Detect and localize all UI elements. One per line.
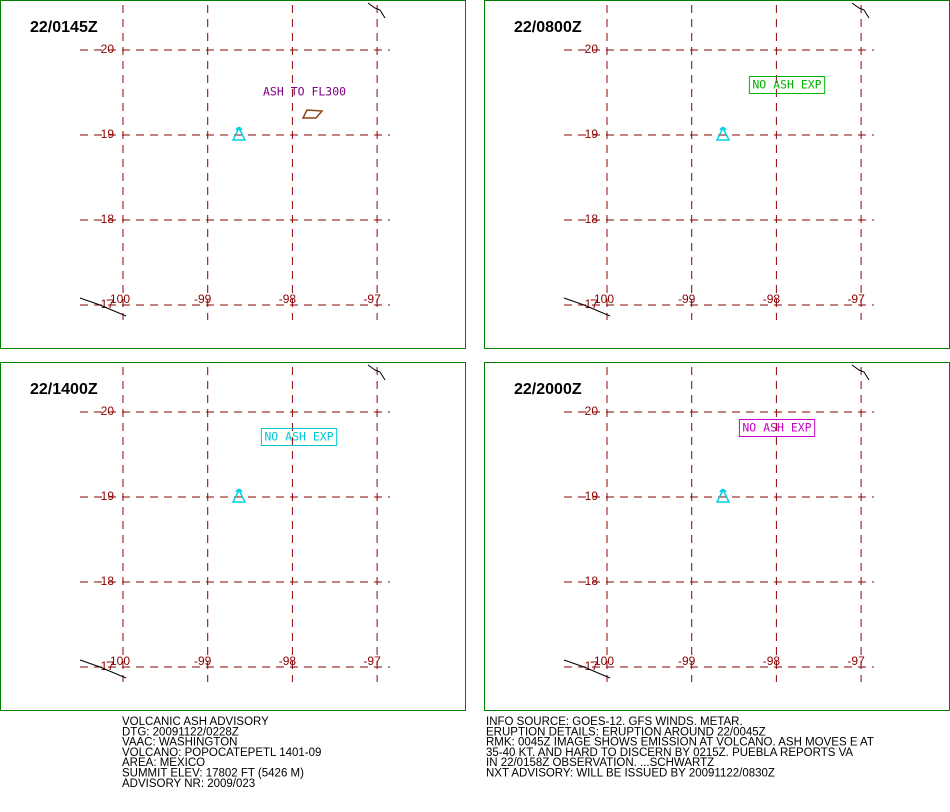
lon-label: -99 bbox=[678, 292, 696, 306]
advisory-line: NXT ADVISORY: WILL BE ISSUED BY 20091122… bbox=[486, 768, 775, 780]
coastline bbox=[563, 297, 611, 317]
lon-label: -97 bbox=[847, 654, 865, 668]
advisory-line: AREA: MEXICO bbox=[122, 757, 205, 769]
volcano-symbol bbox=[715, 126, 731, 141]
lat-label: 19 bbox=[101, 489, 115, 503]
panel-title: 22/2000Z bbox=[514, 381, 582, 398]
lat-label: 20 bbox=[101, 42, 115, 56]
lon-label: -100 bbox=[590, 654, 614, 668]
lat-label: 17 bbox=[585, 659, 599, 673]
lat-label: 19 bbox=[585, 489, 599, 503]
coastline bbox=[79, 297, 127, 317]
map-panel: 20 19 18 17-100 -99 -98 -97 22/0145Z ASH TO FL30… bbox=[0, 0, 466, 349]
map-panel: 20 19 18 17-100 -99 -98 -97 22/0800Z NO ASH EXP bbox=[484, 0, 950, 349]
lon-label: -99 bbox=[194, 292, 212, 306]
lat-label: 18 bbox=[101, 574, 115, 588]
lon-label: -97 bbox=[363, 292, 381, 306]
lon-label: -100 bbox=[590, 292, 614, 306]
coastline bbox=[367, 2, 386, 19]
advisory-line: INFO SOURCE: GOES-12. GFS WINDS. METAR. bbox=[486, 716, 743, 728]
ash-polygon bbox=[301, 109, 324, 119]
lon-label: -98 bbox=[763, 654, 781, 668]
annotation-box bbox=[748, 76, 826, 94]
map-panel: 20 19 18 17-100 -99 -98 -97 22/2000Z NO ASH EXP bbox=[484, 362, 950, 711]
volcano-symbol bbox=[231, 488, 247, 503]
lat-label: 19 bbox=[585, 127, 599, 141]
lon-label: -98 bbox=[279, 654, 297, 668]
coastline bbox=[79, 659, 127, 679]
panel-border bbox=[484, 362, 950, 711]
advisory-line: RMK: 0045Z IMAGE SHOWS EMISSION AT VOLCA… bbox=[486, 737, 874, 749]
advisory-line: 35-40 KT. AND HARD TO DISCERN BY 0215Z. … bbox=[486, 747, 853, 759]
lon-label: -100 bbox=[106, 654, 130, 668]
lon-label: -98 bbox=[763, 292, 781, 306]
ash-annotation: NO ASH EXP bbox=[752, 78, 821, 92]
annotation-box bbox=[260, 428, 338, 446]
lat-label: 20 bbox=[585, 404, 599, 418]
coastline bbox=[851, 364, 870, 381]
coastline bbox=[851, 2, 870, 19]
ash-annotation: NO ASH EXP bbox=[742, 421, 811, 435]
lat-label: 19 bbox=[101, 127, 115, 141]
advisory-line: IN 22/0158Z OBSERVATION. ...SCHWARTZ bbox=[486, 757, 714, 769]
coastline bbox=[563, 659, 611, 679]
ash-annotation: ASH TO FL300 bbox=[263, 85, 346, 99]
lat-label: 17 bbox=[101, 659, 115, 673]
lat-label: 20 bbox=[101, 404, 115, 418]
advisory-line: SUMMIT ELEV: 17802 FT (5426 M) bbox=[122, 768, 304, 780]
panel-border bbox=[484, 0, 950, 349]
annotation-box bbox=[738, 419, 816, 437]
lon-label: -100 bbox=[106, 292, 130, 306]
panel-title: 22/0800Z bbox=[514, 19, 582, 36]
lat-label: 17 bbox=[585, 297, 599, 311]
map-panel: 20 19 18 17-100 -99 -98 -97 22/1400Z NO ASH EXP bbox=[0, 362, 466, 711]
lat-label: 20 bbox=[585, 42, 599, 56]
volcano-symbol bbox=[231, 126, 247, 141]
advisory-line: VOLCANO: POPOCATEPETL 1401-09 bbox=[122, 747, 321, 759]
volcano-symbol bbox=[715, 488, 731, 503]
advisory-line: ADVISORY NR: 2009/023 bbox=[122, 778, 255, 790]
advisory-line: VAAC: WASHINGTON bbox=[122, 737, 237, 749]
panel-title: 22/1400Z bbox=[30, 381, 98, 398]
lon-label: -97 bbox=[363, 654, 381, 668]
coastline bbox=[367, 364, 386, 381]
advisory-line: ERUPTION DETAILS: ERUPTION AROUND 22/004… bbox=[486, 726, 766, 738]
advisory-line: DTG: 20091122/0228Z bbox=[122, 726, 239, 738]
lon-label: -98 bbox=[279, 292, 297, 306]
panel-border bbox=[0, 0, 466, 349]
lat-label: 18 bbox=[585, 574, 599, 588]
panel-title: 22/0145Z bbox=[30, 19, 98, 36]
panel-border bbox=[0, 362, 466, 711]
lat-label: 17 bbox=[101, 297, 115, 311]
lon-label: -99 bbox=[194, 654, 212, 668]
lon-label: -97 bbox=[847, 292, 865, 306]
lat-label: 18 bbox=[585, 212, 599, 226]
lat-label: 18 bbox=[101, 212, 115, 226]
advisory-line: VOLCANIC ASH ADVISORY bbox=[122, 716, 269, 728]
lon-label: -99 bbox=[678, 654, 696, 668]
ash-annotation: NO ASH EXP bbox=[264, 430, 333, 444]
